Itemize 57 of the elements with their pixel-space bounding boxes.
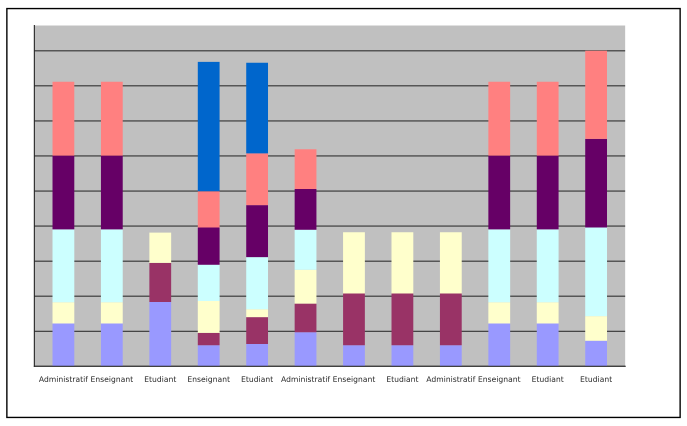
bar (440, 232, 462, 294)
bar (149, 262, 172, 302)
bar (198, 228, 220, 265)
bar (100, 323, 123, 366)
bar (246, 344, 268, 366)
bar (488, 82, 510, 156)
bar (294, 149, 316, 190)
bar (246, 309, 268, 318)
bar (294, 230, 316, 270)
bar (585, 138, 608, 228)
bar (392, 293, 414, 346)
bar (198, 191, 220, 228)
bar (198, 264, 220, 302)
bar (536, 156, 559, 230)
bar (488, 302, 510, 324)
bar (343, 232, 365, 294)
bar (294, 332, 316, 366)
bar (585, 50, 608, 139)
bar (246, 257, 268, 310)
bar (198, 301, 220, 333)
bar (100, 156, 123, 230)
bar (246, 62, 268, 154)
bar (52, 229, 74, 302)
bar (536, 229, 559, 302)
bar (52, 156, 74, 230)
bar (440, 293, 462, 346)
bar (100, 302, 123, 324)
bar (343, 345, 365, 366)
bar (100, 82, 123, 156)
bar (294, 189, 316, 230)
bar (488, 156, 510, 230)
bar (52, 302, 74, 324)
bar (149, 302, 172, 366)
bar (585, 316, 608, 341)
bar (585, 228, 608, 316)
bar (585, 340, 608, 366)
bar (488, 229, 510, 302)
bar (536, 323, 559, 366)
bar (52, 82, 74, 156)
bar (52, 323, 74, 366)
bar (294, 270, 316, 304)
bar (392, 345, 414, 366)
bar (198, 345, 220, 366)
bar (149, 232, 172, 263)
bar (440, 345, 462, 366)
bar (392, 232, 414, 294)
bar (294, 304, 316, 332)
bar (198, 332, 220, 346)
bar (246, 153, 268, 206)
bar (100, 229, 123, 302)
bar (343, 293, 365, 346)
bar (246, 205, 268, 258)
bar (198, 62, 220, 192)
bar (536, 302, 559, 324)
bar (246, 317, 268, 344)
bar (536, 82, 559, 156)
bar (488, 323, 510, 366)
